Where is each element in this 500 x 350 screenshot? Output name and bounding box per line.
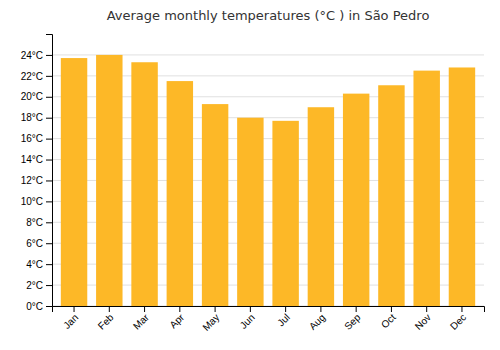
- plot-area: 0°C 2°C 4°C 6°C 8°C 10°C 12°C 14°C 16°C 18°C 20°C 2…: [21, 35, 485, 333]
- y-tick-label: 8°C: [26, 217, 43, 228]
- x-tick-label: Apr: [167, 311, 186, 330]
- x-axis-line: [53, 307, 485, 313]
- grid: [52, 55, 484, 306]
- x-tick: Sep: [342, 306, 363, 332]
- y-tick-mark: [46, 55, 52, 56]
- y-tick-label: 12°C: [21, 175, 43, 186]
- y-tick: 16°C: [21, 133, 52, 144]
- bar: [131, 62, 157, 306]
- bar: [202, 104, 228, 306]
- x-tick-mark: [356, 306, 357, 312]
- x-tick: Apr: [167, 306, 186, 330]
- x-tick-label: Dec: [448, 312, 468, 332]
- x-tick-label: Oct: [379, 312, 398, 331]
- x-tick-mark: [144, 306, 145, 312]
- x-tick: May: [200, 306, 221, 333]
- y-tick: 20°C: [21, 91, 52, 102]
- y-axis: 0°C 2°C 4°C 6°C 8°C 10°C 12°C 14°C 16°C 18°C 20°C 2…: [21, 35, 53, 312]
- y-tick-label: 14°C: [21, 154, 43, 165]
- x-tick: Jul: [275, 306, 292, 328]
- y-tick: 14°C: [21, 154, 52, 165]
- y-tick-mark: [46, 285, 52, 286]
- y-tick-mark: [46, 201, 52, 202]
- y-tick: 6°C: [26, 238, 52, 249]
- x-tick: Jun: [238, 306, 257, 331]
- y-tick: 24°C: [21, 50, 52, 61]
- x-tick-label: Jul: [275, 312, 292, 329]
- bar: [96, 55, 122, 306]
- y-tick-label: 18°C: [21, 112, 43, 123]
- x-tick-mark: [74, 306, 75, 312]
- y-axis-line: [46, 35, 53, 307]
- title: Average monthly temperatures (°C ) in Sã…: [107, 8, 430, 23]
- y-tick-label: 16°C: [21, 133, 43, 144]
- x-tick-mark: [426, 306, 427, 312]
- bar: [343, 94, 369, 306]
- y-tick: 10°C: [21, 196, 52, 207]
- x-tick-label: Jun: [238, 312, 257, 331]
- bar: [167, 81, 193, 306]
- x-tick-mark: [285, 306, 286, 312]
- bar: [413, 71, 439, 306]
- x-tick: Dec: [448, 306, 468, 332]
- y-tick: 4°C: [26, 259, 52, 270]
- x-tick-label: May: [200, 312, 221, 333]
- x-tick: Jan: [61, 306, 80, 331]
- x-axis: Jan Feb Mar Apr May Jun Jul Aug Sep Oct Nov Dec: [53, 306, 485, 333]
- bar: [378, 85, 404, 306]
- x-tick: Feb: [96, 306, 116, 332]
- y-tick-mark: [46, 264, 52, 265]
- x-tick-mark: [250, 306, 251, 312]
- y-tick-mark: [46, 180, 52, 181]
- y-tick-mark: [46, 139, 52, 140]
- x-tick-label: Sep: [342, 311, 363, 332]
- x-tick-label: Nov: [413, 312, 433, 332]
- y-tick-label: 20°C: [21, 91, 43, 102]
- bar: [237, 118, 263, 306]
- y-tick-mark: [46, 243, 52, 244]
- x-tick: Aug: [307, 306, 327, 332]
- y-tick: 0°C: [26, 301, 52, 312]
- y-tick-mark: [46, 76, 52, 77]
- x-tick-label: Aug: [307, 312, 327, 332]
- y-tick-label: 24°C: [21, 50, 43, 61]
- y-tick-mark: [46, 222, 52, 223]
- y-tick-mark: [46, 118, 52, 119]
- y-tick-label: 2°C: [26, 280, 43, 291]
- y-tick: 22°C: [21, 71, 52, 82]
- y-tick: 18°C: [21, 112, 52, 123]
- y-tick-label: 4°C: [26, 259, 43, 270]
- x-tick-label: Mar: [131, 311, 151, 331]
- y-tick-mark: [46, 160, 52, 161]
- y-tick-label: 10°C: [21, 196, 43, 207]
- x-tick-label: Jan: [61, 312, 80, 331]
- y-tick-mark: [46, 97, 52, 98]
- bar: [272, 121, 298, 306]
- x-tick-mark: [215, 306, 216, 312]
- y-tick: 12°C: [21, 175, 52, 186]
- y-tick-label: 6°C: [26, 238, 43, 249]
- x-tick-mark: [391, 306, 392, 312]
- y-tick: 8°C: [26, 217, 52, 228]
- y-tick-label: 0°C: [26, 301, 43, 312]
- bar: [308, 107, 334, 306]
- x-tick: Nov: [413, 306, 433, 332]
- chart: 0°C 2°C 4°C 6°C 8°C 10°C 12°C 14°C 16°C 18°C 20°C 2…: [0, 0, 500, 350]
- x-tick-mark: [179, 306, 180, 312]
- x-tick-mark: [461, 306, 462, 312]
- y-tick-label: 22°C: [21, 71, 43, 82]
- bar: [449, 67, 475, 306]
- x-tick-mark: [320, 306, 321, 312]
- y-tick-mark: [46, 306, 52, 307]
- x-tick: Mar: [131, 306, 151, 332]
- bar: [61, 58, 87, 306]
- bars: [61, 55, 475, 306]
- x-tick-label: Feb: [96, 311, 116, 331]
- x-tick: Oct: [379, 306, 398, 330]
- y-tick: 2°C: [26, 280, 52, 291]
- x-tick-mark: [109, 306, 110, 312]
